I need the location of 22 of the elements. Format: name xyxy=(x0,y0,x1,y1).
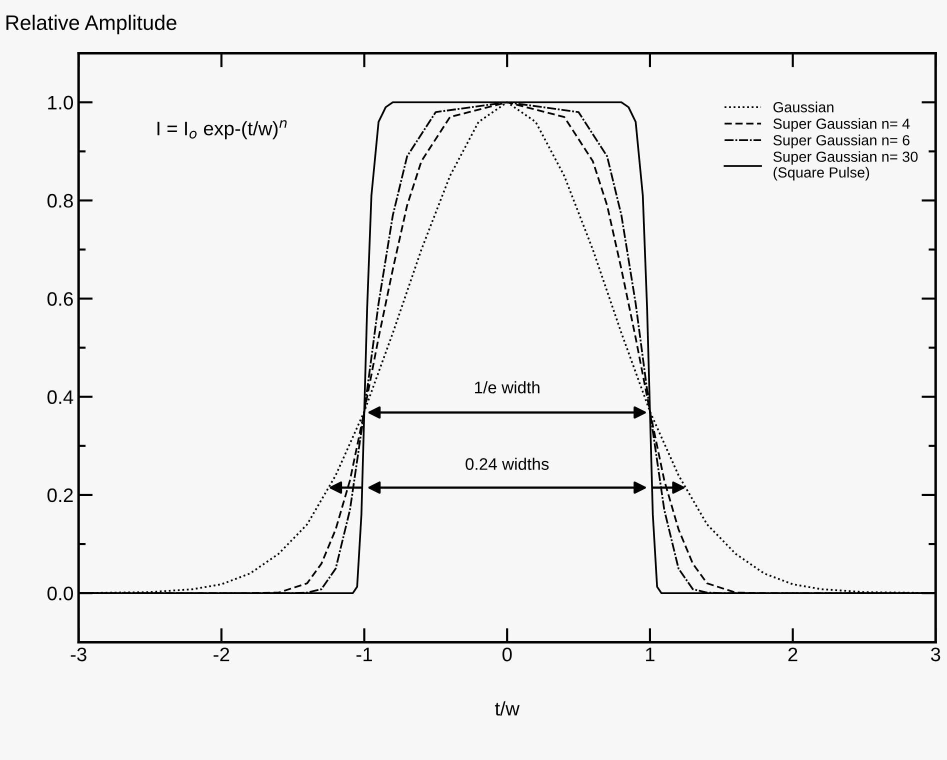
legend-label: Super Gaussian n= 6 xyxy=(773,134,910,148)
legend-label: Super Gaussian n= 4 xyxy=(773,118,910,132)
y-tick-label: 1.0 xyxy=(48,96,73,110)
y-axis-title: Relative Amplitude xyxy=(6,14,176,34)
y-tick-label: 0.8 xyxy=(47,194,73,208)
annotation: 0.24 widths xyxy=(466,458,549,470)
x-tick-label: 1 xyxy=(646,648,654,662)
x-tick-label: -3 xyxy=(70,648,86,662)
y-tick-label: 0.2 xyxy=(47,488,73,502)
x-tick-label: 3 xyxy=(930,648,940,662)
y-tick-label: 0.6 xyxy=(47,292,73,306)
y-tick-label: 0.4 xyxy=(47,390,74,404)
x-tick-label: -1 xyxy=(356,648,372,662)
legend-label: Gaussian xyxy=(773,102,834,112)
x-axis-title: t/w xyxy=(494,701,520,716)
annotation: I = I$_{o}$ exp-(t/w)$^{n}$ xyxy=(158,120,287,140)
x-tick-label: 0 xyxy=(502,648,512,662)
legend-label: Super Gaussian n= 30 (Square Pulse) xyxy=(773,151,918,180)
x-tick-label: -2 xyxy=(214,648,230,662)
x-tick-label: 2 xyxy=(788,648,798,662)
y-tick-label: 0.0 xyxy=(47,586,73,600)
annotation: 1/e width xyxy=(475,381,540,394)
